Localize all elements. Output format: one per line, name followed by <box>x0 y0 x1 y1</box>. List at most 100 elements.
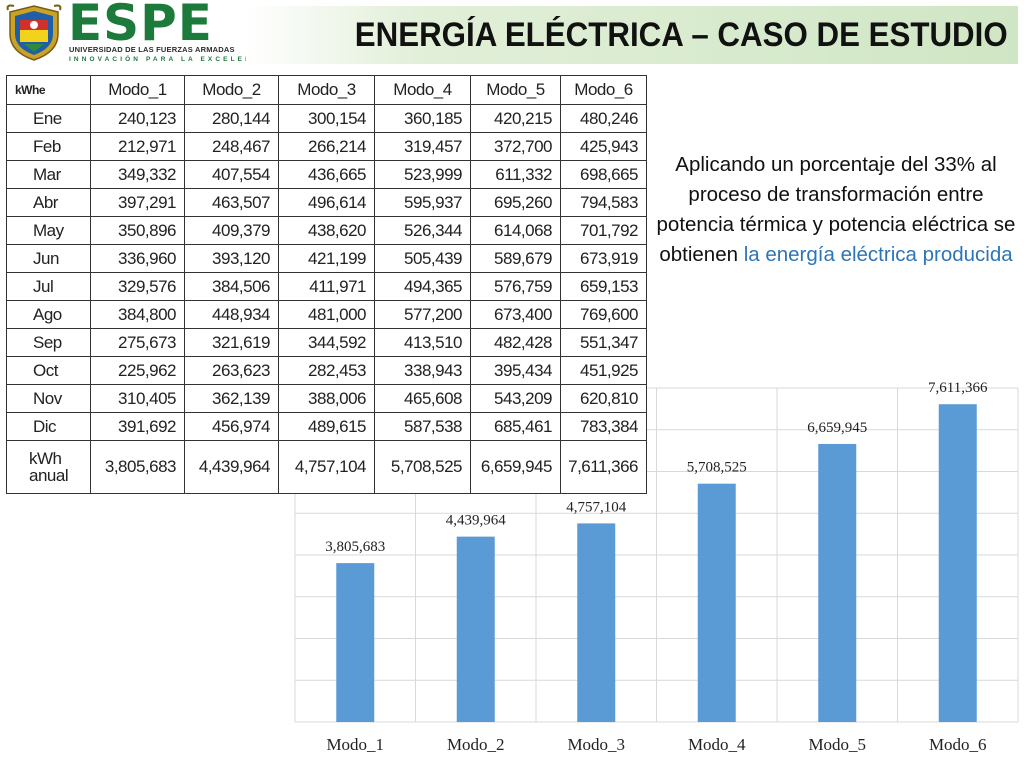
table-cell: 496,614 <box>278 188 375 217</box>
description-text: Aplicando un porcentaje del 33% al proce… <box>656 150 1016 270</box>
table-cell: 698,665 <box>560 160 647 189</box>
bar <box>336 563 375 722</box>
table-row: Dic 391,692 456,974 489,615 587,538 685,461 78… <box>6 412 647 441</box>
table-row: Feb 212,971 248,467 266,214 319,457 372,700 42… <box>6 132 647 161</box>
table-corner-label: kWhe <box>6 75 91 105</box>
table-cell: 388,006 <box>278 384 375 413</box>
row-label: Nov <box>6 384 91 413</box>
table-row: Jul 329,576 384,506 411,971 494,365 576,759 65… <box>6 272 647 301</box>
table-cell: 587,538 <box>374 412 471 441</box>
total-cell: 4,439,964 <box>184 440 279 494</box>
table-cell: 421,199 <box>278 244 375 273</box>
table-row: Abr 397,291 463,507 496,614 595,937 695,260 79… <box>6 188 647 217</box>
table-cell: 436,665 <box>278 160 375 189</box>
column-header: Modo_1 <box>90 75 185 105</box>
table-cell: 480,246 <box>560 104 647 133</box>
table-cell: 438,620 <box>278 216 375 245</box>
table-cell: 336,960 <box>90 244 185 273</box>
table-cell: 425,943 <box>560 132 647 161</box>
total-cell: 3,805,683 <box>90 440 185 494</box>
table-cell: 489,615 <box>278 412 375 441</box>
table-cell: 505,439 <box>374 244 471 273</box>
total-cell: 6,659,945 <box>470 440 561 494</box>
bar <box>938 404 977 722</box>
table-cell: 448,934 <box>184 300 279 329</box>
category-label: Modo_5 <box>808 735 866 754</box>
table-cell: 673,400 <box>470 300 561 329</box>
table-cell: 329,576 <box>90 272 185 301</box>
table-cell: 451,925 <box>560 356 647 385</box>
row-label: Jun <box>6 244 91 273</box>
total-cell: 5,708,525 <box>374 440 471 494</box>
table-total-row: kWh anual 3,805,683 4,439,964 4,757,104 5,708… <box>6 440 647 494</box>
column-header: Modo_6 <box>560 75 647 105</box>
table-cell: 526,344 <box>374 216 471 245</box>
table-cell: 413,510 <box>374 328 471 357</box>
table-cell: 769,600 <box>560 300 647 329</box>
table-cell: 384,800 <box>90 300 185 329</box>
column-header: Modo_2 <box>184 75 279 105</box>
table-cell: 300,154 <box>278 104 375 133</box>
row-label: Sep <box>6 328 91 357</box>
university-seal-icon <box>6 4 62 61</box>
table-row: May 350,896 409,379 438,620 526,344 614,068 70… <box>6 216 647 245</box>
total-label: kWh anual <box>6 440 91 494</box>
bar <box>818 443 857 722</box>
row-label: Abr <box>6 188 91 217</box>
table-cell: 319,457 <box>374 132 471 161</box>
table-header-row: kWhe Modo_1 Modo_2 Modo_3 Modo_4 Modo_5 … <box>6 75 647 105</box>
table-cell: 240,123 <box>90 104 185 133</box>
category-label: Modo_6 <box>929 735 987 754</box>
table-cell: 344,592 <box>278 328 375 357</box>
table-cell: 338,943 <box>374 356 471 385</box>
table-cell: 695,260 <box>470 188 561 217</box>
table-cell: 673,919 <box>560 244 647 273</box>
table-cell: 362,139 <box>184 384 279 413</box>
table-cell: 611,332 <box>470 160 561 189</box>
header: ESPE UNIVERSIDAD DE LAS FUERZAS ARMADAS … <box>0 0 1024 68</box>
column-header: Modo_4 <box>374 75 471 105</box>
data-label: 5,708,525 <box>687 460 747 476</box>
table-cell: 551,347 <box>560 328 647 357</box>
row-label: Ago <box>6 300 91 329</box>
table-cell: 263,623 <box>184 356 279 385</box>
table-cell: 411,971 <box>278 272 375 301</box>
table-row: Ene 240,123 280,144 300,154 360,185 420,215 48… <box>6 104 647 133</box>
table-cell: 407,554 <box>184 160 279 189</box>
description-highlight: la energía eléctrica producida <box>743 243 1013 266</box>
table-cell: 659,153 <box>560 272 647 301</box>
logo-motto: INNOVACIÓN PARA LA EXCELENCIA <box>69 56 274 63</box>
data-label: 4,439,964 <box>446 513 507 529</box>
data-label: 7,611,366 <box>928 380 988 396</box>
table-cell: 482,428 <box>470 328 561 357</box>
table-cell: 282,453 <box>278 356 375 385</box>
table-cell: 391,692 <box>90 412 185 441</box>
bar <box>456 536 495 722</box>
table-row: Oct 225,962 263,623 282,453 338,943 395,434 45… <box>6 356 647 385</box>
table-cell: 321,619 <box>184 328 279 357</box>
table-row: Nov 310,405 362,139 388,006 465,608 543,209 62… <box>6 384 647 413</box>
row-label: Feb <box>6 132 91 161</box>
table-cell: 463,507 <box>184 188 279 217</box>
table-row: Mar 349,332 407,554 436,665 523,999 611,332 69… <box>6 160 647 189</box>
total-label-line1: kWh <box>29 449 62 468</box>
table-row: Sep 275,673 321,619 344,592 413,510 482,428 55… <box>6 328 647 357</box>
table-cell: 543,209 <box>470 384 561 413</box>
table-cell: 310,405 <box>90 384 185 413</box>
total-label-line2: anual <box>29 466 69 485</box>
table-cell: 614,068 <box>470 216 561 245</box>
table-cell: 577,200 <box>374 300 471 329</box>
table-cell: 620,810 <box>560 384 647 413</box>
table-cell: 275,673 <box>90 328 185 357</box>
table-cell: 701,792 <box>560 216 647 245</box>
table-cell: 384,506 <box>184 272 279 301</box>
table-cell: 595,937 <box>374 188 471 217</box>
table-cell: 494,365 <box>374 272 471 301</box>
table-row: Jun 336,960 393,120 421,199 505,439 589,679 67… <box>6 244 647 273</box>
category-label: Modo_4 <box>688 735 746 754</box>
table-cell: 212,971 <box>90 132 185 161</box>
table-cell: 409,379 <box>184 216 279 245</box>
row-label: Jul <box>6 272 91 301</box>
table-cell: 360,185 <box>374 104 471 133</box>
